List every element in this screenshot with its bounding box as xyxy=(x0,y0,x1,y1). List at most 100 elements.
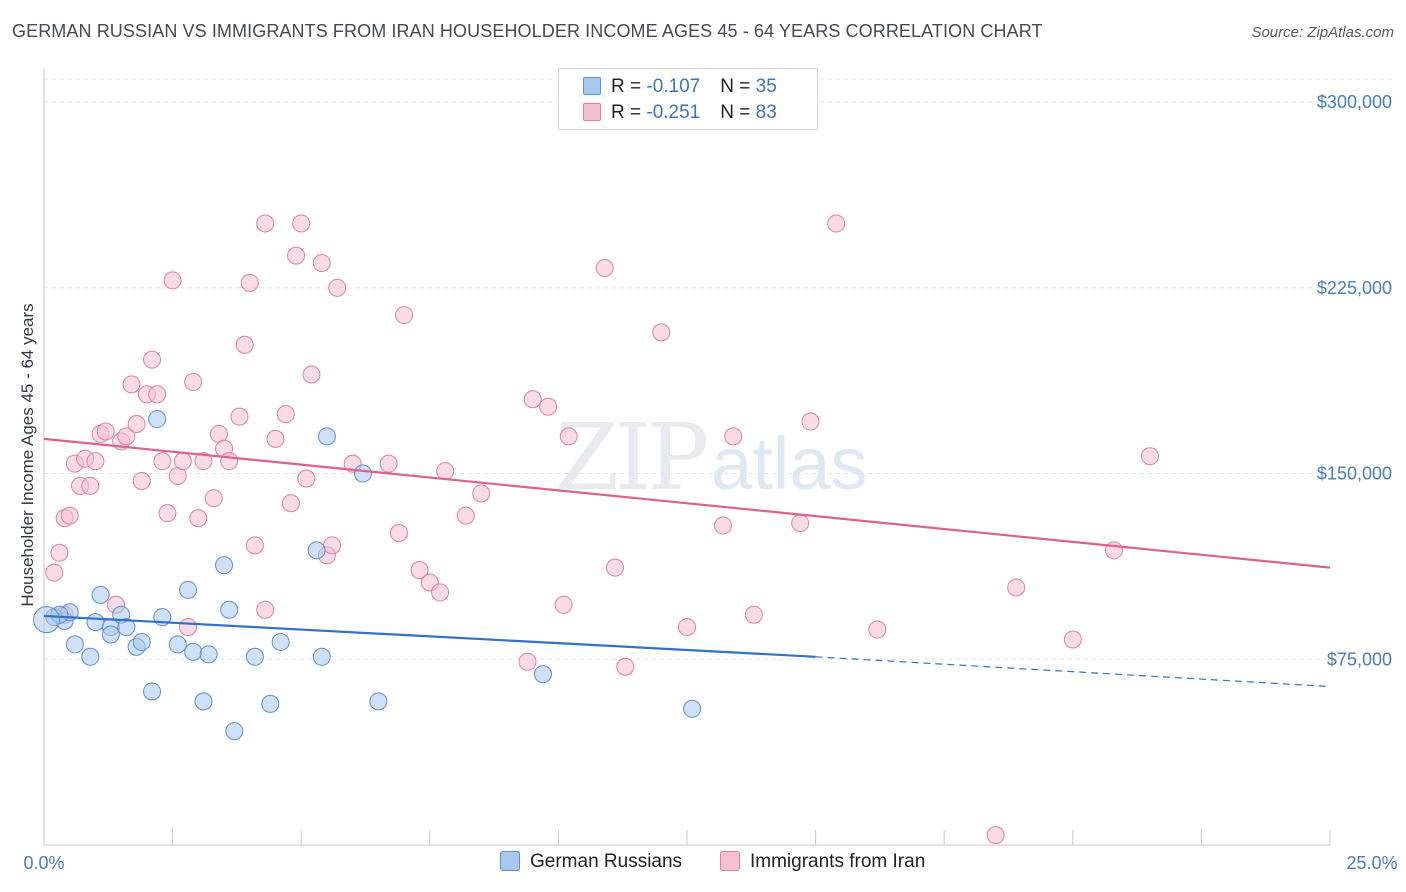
data-point xyxy=(436,462,455,481)
series-legend: German Russians Immigrants from Iran xyxy=(0,851,1406,879)
data-point xyxy=(240,273,259,292)
y-tick-label: $75,000 xyxy=(1327,649,1392,669)
data-point xyxy=(132,632,151,651)
data-point xyxy=(225,722,244,741)
data-point xyxy=(163,271,182,290)
data-point xyxy=(215,556,234,575)
data-point xyxy=(230,407,249,426)
data-point xyxy=(173,452,192,471)
data-point xyxy=(652,323,671,342)
legend-swatch-pink xyxy=(583,103,601,121)
data-point xyxy=(256,214,275,233)
data-point xyxy=(714,516,733,535)
series-german-russians xyxy=(33,410,702,741)
data-point xyxy=(266,429,285,448)
legend-item-german-russians[interactable]: German Russians xyxy=(500,851,682,873)
data-point xyxy=(220,452,239,471)
data-point xyxy=(297,469,316,488)
data-point xyxy=(271,632,290,651)
axes xyxy=(43,68,1331,846)
legend-swatch-blue xyxy=(583,77,601,95)
data-point xyxy=(194,452,213,471)
data-point xyxy=(245,647,264,666)
data-point xyxy=(323,536,342,555)
x-tick-label: 25.0% xyxy=(1346,853,1397,873)
data-point xyxy=(317,427,336,446)
legend-r-label: R = xyxy=(611,76,647,97)
trend-line-german-russians-extension xyxy=(815,656,1331,688)
data-point xyxy=(1007,578,1026,597)
data-point xyxy=(101,625,120,644)
trend-line-german-russians xyxy=(43,614,816,658)
legend-n-label: N = xyxy=(720,102,756,123)
data-point xyxy=(81,647,100,666)
y-tick-label: $150,000 xyxy=(1317,464,1392,484)
y-tick-label: $300,000 xyxy=(1317,92,1392,112)
data-point xyxy=(744,605,763,624)
data-point xyxy=(389,523,408,542)
data-point xyxy=(127,415,146,434)
data-point xyxy=(559,427,578,446)
data-point xyxy=(292,214,311,233)
trend-line-immigrants-from-iran xyxy=(43,437,1331,569)
data-point xyxy=(189,509,208,528)
data-point xyxy=(801,412,820,431)
stats-legend: R = -0.107 N = 35 R = -0.251 N = 83 xyxy=(558,68,818,130)
data-point xyxy=(456,506,475,525)
trend-lines xyxy=(43,437,1331,688)
legend-n-value: 83 xyxy=(755,102,777,123)
data-point xyxy=(81,476,100,495)
data-point xyxy=(184,642,203,661)
data-point xyxy=(533,665,552,684)
legend-r-label: R = xyxy=(611,102,647,123)
data-point xyxy=(431,583,450,602)
data-point xyxy=(369,692,388,711)
data-point xyxy=(678,618,696,637)
data-point xyxy=(132,471,151,490)
data-point xyxy=(616,657,635,676)
series-immigrants-from-iran xyxy=(45,214,1159,845)
data-point xyxy=(60,506,79,525)
data-point xyxy=(539,397,558,416)
data-point xyxy=(312,254,331,273)
data-point xyxy=(96,422,115,441)
data-point xyxy=(50,543,69,562)
data-point xyxy=(256,600,275,619)
data-point xyxy=(281,494,300,513)
legend-swatch-pink xyxy=(720,851,740,871)
data-point xyxy=(287,246,306,265)
data-point xyxy=(683,699,702,718)
data-point xyxy=(595,259,614,278)
data-point xyxy=(184,372,203,391)
data-point xyxy=(179,618,198,637)
y-tick-label: $225,000 xyxy=(1317,278,1392,298)
data-point xyxy=(122,375,141,394)
legend-item-immigrants-from-iran[interactable]: Immigrants from Iran xyxy=(720,851,925,873)
data-point xyxy=(518,652,537,671)
legend-row-german-russians: R = -0.107 N = 35 xyxy=(583,76,777,100)
data-point xyxy=(117,618,136,637)
data-point xyxy=(1063,630,1082,649)
x-tick-label: 0.0% xyxy=(23,853,64,873)
legend-row-immigrants-from-iran: R = -0.251 N = 83 xyxy=(583,102,777,126)
grid-lines xyxy=(44,78,1392,660)
data-point xyxy=(312,647,331,666)
data-point xyxy=(148,410,167,429)
data-point xyxy=(302,365,321,384)
data-point xyxy=(410,561,429,580)
data-point xyxy=(472,484,491,503)
data-point xyxy=(791,514,810,533)
data-point xyxy=(65,635,84,654)
data-point xyxy=(245,536,264,555)
data-point xyxy=(143,350,162,369)
data-point xyxy=(554,595,573,614)
legend-n-label: N = xyxy=(720,76,756,97)
data-point xyxy=(986,826,1005,845)
legend-label: Immigrants from Iran xyxy=(750,851,926,872)
chart-title: GERMAN RUSSIAN VS IMMIGRANTS FROM IRAN H… xyxy=(12,21,1043,41)
axis-labels: $75,000 $150,000 $225,000 $300,000 0.0% 25.0%… xyxy=(18,92,1398,873)
legend-r-value: -0.107 xyxy=(646,76,701,97)
data-point xyxy=(86,452,105,471)
data-point xyxy=(45,563,64,582)
